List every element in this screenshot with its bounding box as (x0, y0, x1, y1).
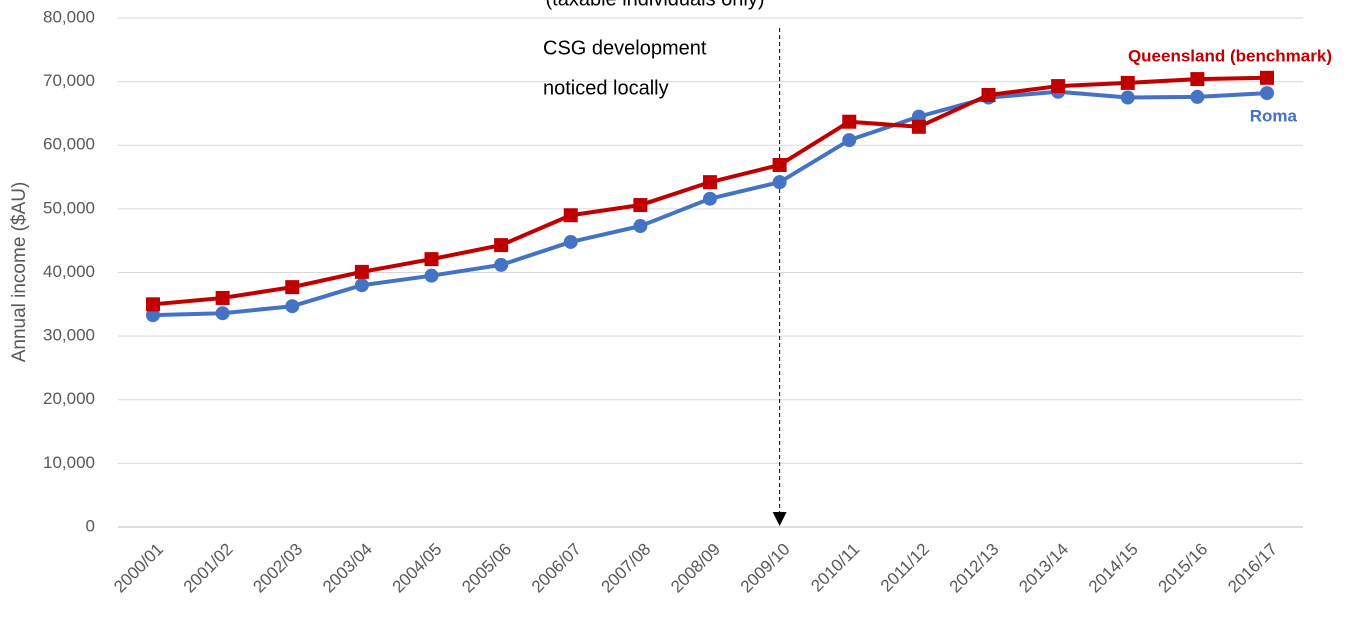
data-point (1120, 90, 1135, 105)
data-point (146, 297, 160, 312)
data-point (842, 114, 857, 129)
data-point (285, 299, 300, 314)
data-point (285, 280, 300, 295)
x-tick-label: 2002/03 (249, 540, 306, 597)
data-point (842, 133, 857, 148)
annotation-text: CSG development (543, 37, 707, 59)
annotation-text: noticed locally (543, 77, 669, 99)
data-point (703, 175, 717, 190)
x-tick-label: 2013/14 (1015, 540, 1072, 597)
series-label: Roma (1250, 106, 1298, 125)
x-tick-label: 2014/15 (1085, 540, 1142, 597)
data-point (981, 87, 996, 102)
x-tick-label: 2016/17 (1224, 540, 1281, 597)
data-point (494, 257, 509, 272)
data-point (215, 306, 230, 321)
chart-subtitle: (taxable individuals only) (545, 0, 764, 10)
data-point (633, 219, 648, 234)
y-tick-label: 70,000 (43, 71, 95, 90)
series-label: Queensland (benchmark) (1128, 46, 1332, 65)
data-point (911, 119, 926, 134)
data-point (354, 264, 369, 279)
data-point (424, 252, 439, 267)
data-point (633, 198, 648, 213)
y-axis-label: Annual income ($AU) (9, 182, 30, 363)
x-tick-label: 2000/01 (110, 540, 167, 597)
data-point (424, 268, 439, 283)
x-tick-label: 2009/10 (737, 540, 794, 597)
y-tick-label: 40,000 (43, 262, 95, 281)
y-tick-label: 0 (86, 516, 95, 535)
x-tick-label: 2006/07 (528, 540, 585, 597)
data-point (563, 234, 578, 249)
x-tick-label: 2004/05 (389, 540, 446, 597)
x-tick-label: 2008/09 (667, 540, 724, 597)
x-tick-label: 2010/11 (807, 540, 863, 596)
data-point (1190, 89, 1205, 104)
data-point (703, 191, 717, 206)
data-point (215, 290, 230, 305)
data-point (1051, 79, 1066, 94)
x-tick-label: 2001/02 (180, 540, 237, 597)
x-tick-label: 2003/04 (319, 540, 376, 597)
series-line (152, 75, 1268, 307)
data-point (563, 208, 578, 223)
data-point (772, 175, 787, 190)
x-tick-label: 2015/16 (1154, 540, 1211, 597)
data-point (1120, 75, 1135, 90)
x-tick-label: 2007/08 (597, 540, 654, 597)
annotation-arrowhead (772, 512, 787, 526)
y-tick-label: 10,000 (43, 453, 95, 472)
y-tick-label: 60,000 (43, 135, 95, 154)
data-point (772, 157, 787, 172)
y-tick-label: 20,000 (43, 389, 95, 408)
y-tick-label: 30,000 (43, 326, 95, 345)
x-tick-label: 2012/13 (946, 540, 1003, 597)
x-tick-label: 2011/12 (877, 540, 933, 596)
data-point (1260, 70, 1274, 85)
data-point (494, 238, 509, 253)
data-point (1190, 72, 1205, 87)
y-tick-label: 80,000 (43, 7, 95, 26)
data-point (1260, 86, 1274, 101)
y-tick-label: 50,000 (43, 198, 95, 217)
x-tick-label: 2005/06 (458, 540, 515, 597)
data-point (354, 278, 369, 293)
data-point (146, 308, 160, 323)
